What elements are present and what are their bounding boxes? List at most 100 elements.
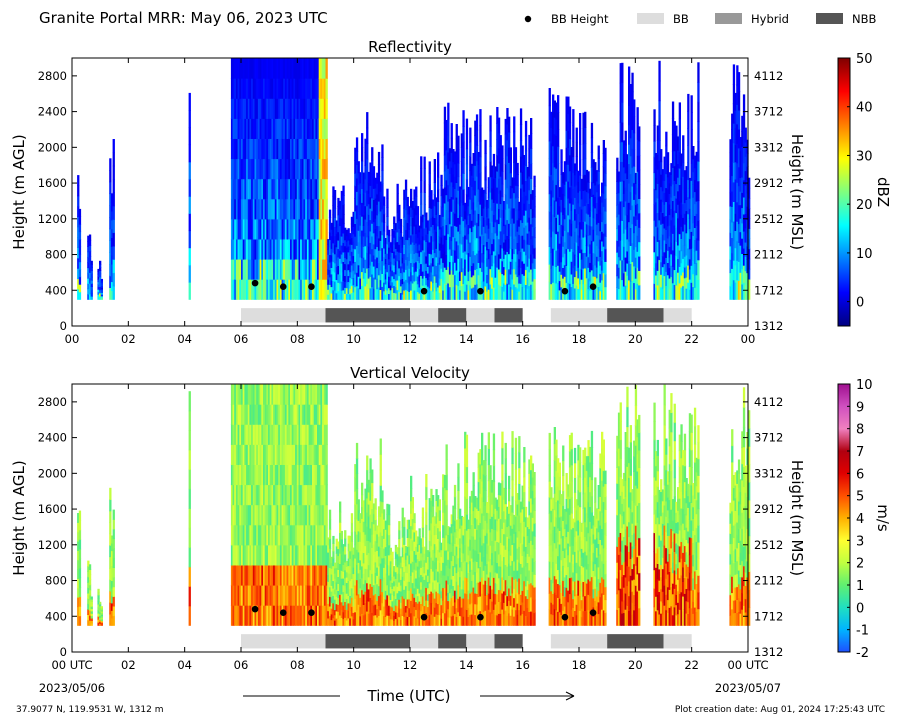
y2-tick-label-1-6: 3712 xyxy=(754,431,783,445)
colorbar-tick-0-4: 40 xyxy=(856,101,873,116)
colorbar-tick-1-2: 0 xyxy=(856,601,864,616)
colorbar-label-0: dBZ xyxy=(874,177,892,207)
y2-tick-label-0-0: 1312 xyxy=(754,319,783,333)
y-tick-label-0-5: 2000 xyxy=(38,140,67,154)
legend-swatch-hybrid xyxy=(715,13,742,24)
y2-tick-label-1-7: 4112 xyxy=(754,395,783,409)
colorbar-tick-1-12: 10 xyxy=(856,378,873,393)
bb-type-segment-5 xyxy=(494,308,523,323)
x-tick-label-1-8: 16 xyxy=(515,658,530,672)
bb-height-point-5 xyxy=(561,613,569,621)
colorbar-tick-0-0: 0 xyxy=(856,296,864,311)
panel-title-1: Vertical Velocity xyxy=(350,364,470,382)
y2-tick-label-1-1: 1712 xyxy=(754,609,783,623)
y2-tick-label-0-2: 2112 xyxy=(754,248,783,262)
x-tick-label-1-5: 10 xyxy=(346,658,361,672)
y-tick-label-1-3: 1200 xyxy=(38,538,67,552)
colorbar-tick-1-11: 9 xyxy=(856,400,864,415)
legend-label-bb-height: BB Height xyxy=(551,12,609,26)
y2-tick-label-1-4: 2912 xyxy=(754,502,783,516)
bb-height-point-2 xyxy=(308,609,315,616)
colorbar-tick-1-6: 4 xyxy=(856,512,864,527)
location-note: 37.9077 N, 119.9531 W, 1312 m xyxy=(16,705,164,715)
x-tick-label-1-7: 14 xyxy=(459,658,474,672)
legend-label-bb: BB xyxy=(673,12,689,26)
x-tick-label-0-7: 14 xyxy=(459,332,474,346)
heatmap-1 xyxy=(77,384,751,626)
bb-type-bar-0 xyxy=(241,308,692,323)
panel-0 xyxy=(71,57,851,327)
bb-height-point-2 xyxy=(308,283,315,290)
x-tick-label-0-0: 00 xyxy=(65,332,80,346)
x-tick-label-1-12: 00 UTC xyxy=(727,658,768,672)
y2-axis-label-1: Height (m MSL) xyxy=(788,460,806,576)
y-tick-label-0-2: 800 xyxy=(45,248,67,262)
colorbar-tick-1-9: 7 xyxy=(856,445,864,460)
bb-type-segment-8 xyxy=(663,634,692,649)
bb-type-segment-3 xyxy=(438,634,467,649)
x-tick-label-1-11: 22 xyxy=(684,658,699,672)
y-tick-label-1-4: 1600 xyxy=(38,502,67,516)
y-tick-label-1-2: 800 xyxy=(45,574,67,588)
bb-type-segment-6 xyxy=(550,308,608,323)
y2-tick-label-1-0: 1312 xyxy=(754,645,783,659)
bb-type-segment-7 xyxy=(607,634,664,649)
y-tick-label-1-7: 2800 xyxy=(38,395,67,409)
heatmap-0 xyxy=(77,58,751,300)
bb-height-point-1 xyxy=(279,609,287,616)
x-tick-label-0-4: 08 xyxy=(290,332,305,346)
x-tick-label-0-11: 22 xyxy=(684,332,699,346)
x-tick-label-0-3: 06 xyxy=(234,332,249,346)
y2-tick-label-0-7: 4112 xyxy=(754,69,783,83)
bb-height-point-6 xyxy=(589,283,597,290)
legend-swatch-bb xyxy=(637,13,664,24)
x-tick-label-1-9: 18 xyxy=(572,658,587,672)
x-tick-label-0-8: 16 xyxy=(515,332,530,346)
panel-title-0: Reflectivity xyxy=(368,38,452,56)
time-arrow-head xyxy=(565,691,575,701)
bb-type-segment-2 xyxy=(410,308,439,323)
y2-tick-label-0-3: 2512 xyxy=(754,212,783,226)
x-tick-label-1-2: 04 xyxy=(177,658,192,672)
bb-type-bar-1 xyxy=(241,634,692,649)
bb-height-point-3 xyxy=(420,287,428,295)
y2-tick-label-0-6: 3712 xyxy=(754,105,783,119)
legend-label-nbb: NBB xyxy=(852,12,876,26)
y-tick-label-1-1: 400 xyxy=(45,609,67,623)
bb-height-point-1 xyxy=(279,283,287,290)
x-tick-label-1-0: 00 UTC xyxy=(51,658,92,672)
colorbar-tick-1-3: 1 xyxy=(856,579,864,594)
y2-tick-label-1-3: 2512 xyxy=(754,538,783,552)
y-tick-label-1-6: 2400 xyxy=(38,431,67,445)
bb-height-point-0 xyxy=(251,279,259,287)
bb-height-point-6 xyxy=(589,609,597,616)
y-axis-label-0: Height (m AGL) xyxy=(10,134,28,249)
bb-type-segment-5 xyxy=(494,634,523,649)
y-tick-label-0-0: 0 xyxy=(60,319,67,333)
x-tick-label-0-10: 20 xyxy=(628,332,643,346)
colorbar-tick-1-8: 6 xyxy=(856,467,864,482)
colorbar-tick-0-5: 50 xyxy=(856,52,873,67)
y-tick-label-0-7: 2800 xyxy=(38,69,67,83)
creation-date-note: Plot creation date: Aug 01, 2024 17:25:4… xyxy=(674,705,885,715)
y2-tick-label-0-1: 1712 xyxy=(754,283,783,297)
x-tick-label-0-1: 02 xyxy=(121,332,136,346)
bb-height-point-0 xyxy=(251,605,259,613)
colorbar-tick-1-7: 5 xyxy=(856,490,864,505)
y2-tick-label-1-2: 2112 xyxy=(754,574,783,588)
y-tick-label-0-4: 1600 xyxy=(38,176,67,190)
x-tick-label-0-9: 18 xyxy=(572,332,587,346)
bb-height-point-5 xyxy=(561,287,569,295)
x-tick-label-0-12: 00 xyxy=(741,332,756,346)
bb-height-point-4 xyxy=(477,613,484,621)
colorbar-tick-1-10: 8 xyxy=(856,423,864,438)
x-tick-label-1-10: 20 xyxy=(628,658,643,672)
bb-height-point-4 xyxy=(477,287,484,295)
bb-type-segment-4 xyxy=(466,634,495,649)
x-tick-label-0-2: 04 xyxy=(177,332,192,346)
y2-tick-label-1-5: 3312 xyxy=(754,466,783,480)
bb-height-point-3 xyxy=(420,613,428,621)
bb-type-segment-4 xyxy=(466,308,495,323)
colorbar-label-1: m/s xyxy=(874,504,892,532)
